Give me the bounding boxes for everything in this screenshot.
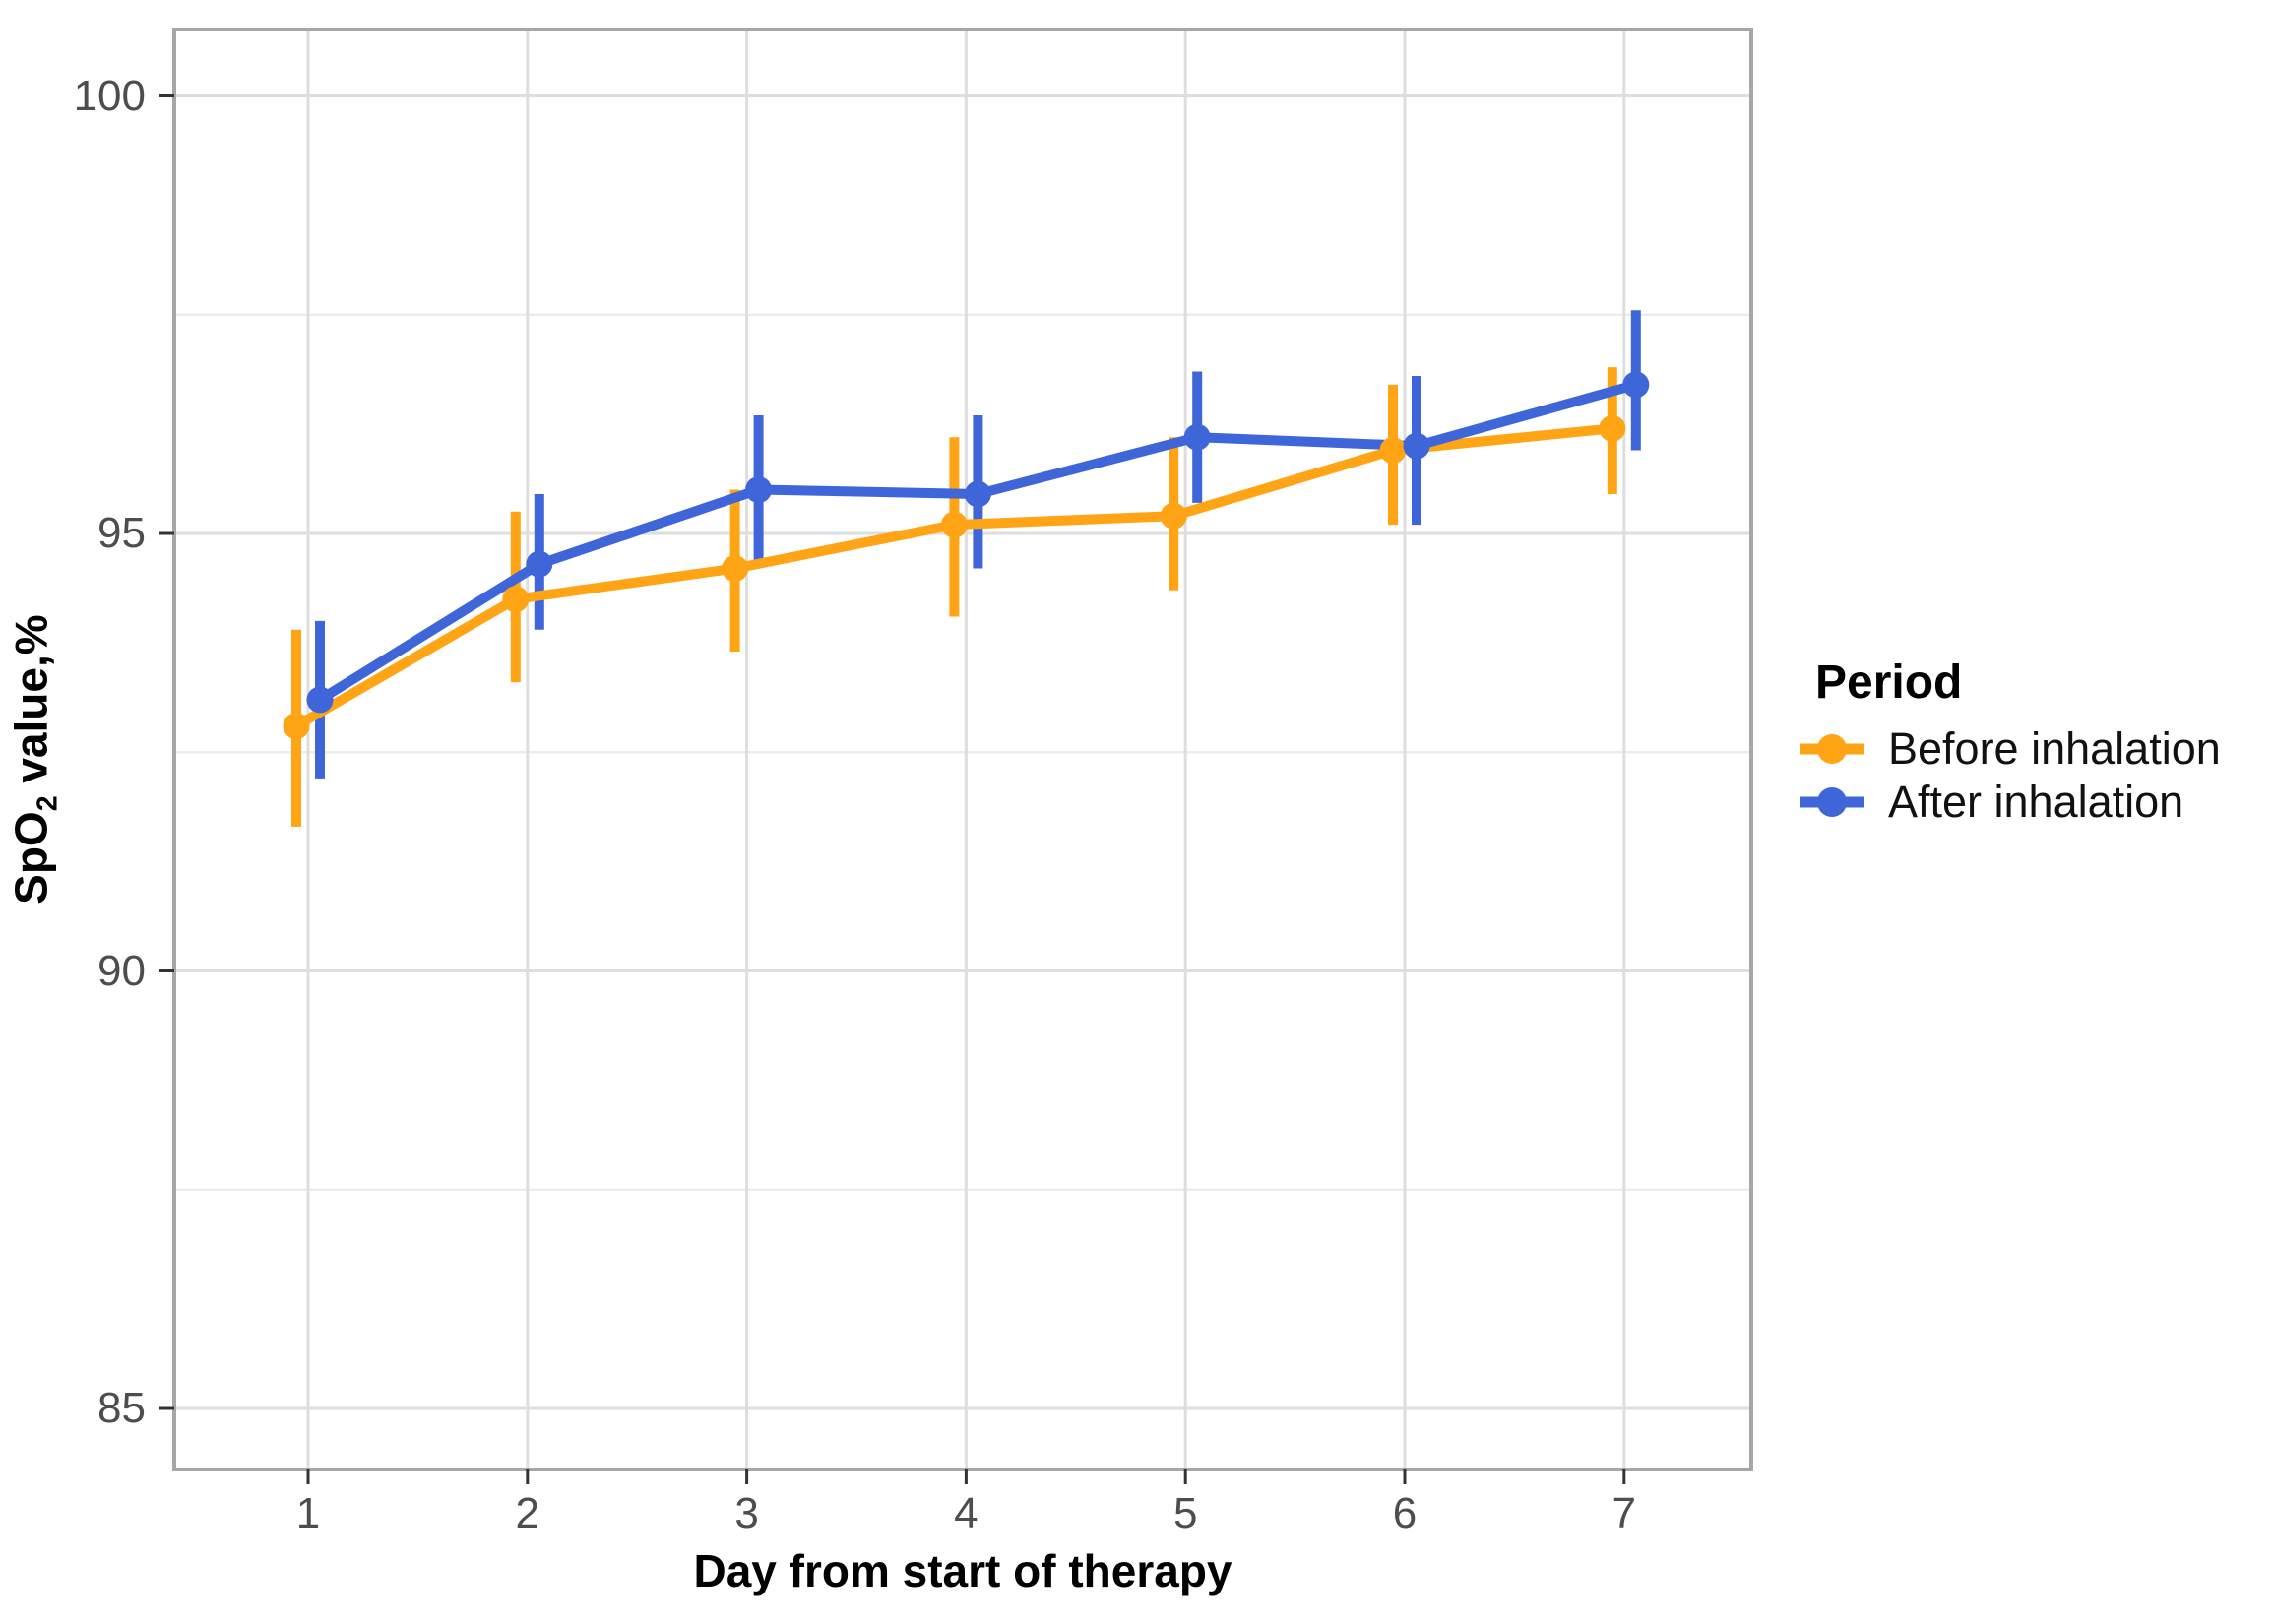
- data-point-after: [1622, 371, 1650, 399]
- data-point-before: [940, 511, 968, 538]
- x-tick-label: 1: [295, 1489, 321, 1537]
- data-point-after: [745, 476, 773, 504]
- data-point-before: [1160, 502, 1187, 530]
- data-point-after: [1403, 432, 1430, 460]
- data-point-after: [306, 686, 334, 714]
- x-tick-label: 7: [1611, 1489, 1637, 1537]
- legend-items: Before inhalation After inhalation: [1800, 722, 2221, 829]
- x-axis-title: Day from start of therapy: [693, 1545, 1232, 1596]
- x-tick-label: 6: [1392, 1489, 1418, 1537]
- data-point-after: [526, 550, 553, 578]
- legend-item-label: After inhalation: [1888, 777, 2184, 827]
- y-tick-label: 85: [97, 1384, 146, 1432]
- x-tick-label: 3: [734, 1489, 759, 1537]
- legend: Period Before inhalation After inhalation: [1800, 657, 2221, 829]
- x-tick-label: 5: [1172, 1489, 1198, 1537]
- data-point-after: [1183, 423, 1211, 451]
- data-point-before: [1379, 437, 1407, 465]
- legend-key-icon: [1800, 734, 1864, 764]
- legend-key-icon: [1800, 787, 1864, 817]
- y-tick-label: 90: [97, 946, 146, 995]
- panel-border: [172, 28, 1753, 1471]
- x-tick-label: 4: [954, 1489, 979, 1537]
- legend-item-before-inhalation: Before inhalation: [1800, 722, 2221, 776]
- data-point-before: [1599, 414, 1626, 442]
- data-point-before: [283, 713, 310, 740]
- data-point-after: [964, 480, 991, 508]
- data-point-before: [502, 586, 530, 613]
- legend-item-label: Before inhalation: [1888, 723, 2221, 774]
- y-tick-label: 95: [97, 509, 146, 557]
- y-axis-title: SpO2 value,%: [5, 484, 73, 1035]
- data-point-before: [722, 555, 749, 583]
- legend-title: Period: [1815, 656, 1963, 709]
- legend-item-after-inhalation: After inhalation: [1800, 776, 2221, 829]
- y-axis-title-text: SpO2 value,%: [5, 614, 64, 905]
- x-tick-label: 2: [515, 1489, 540, 1537]
- y-tick-label: 100: [73, 71, 146, 120]
